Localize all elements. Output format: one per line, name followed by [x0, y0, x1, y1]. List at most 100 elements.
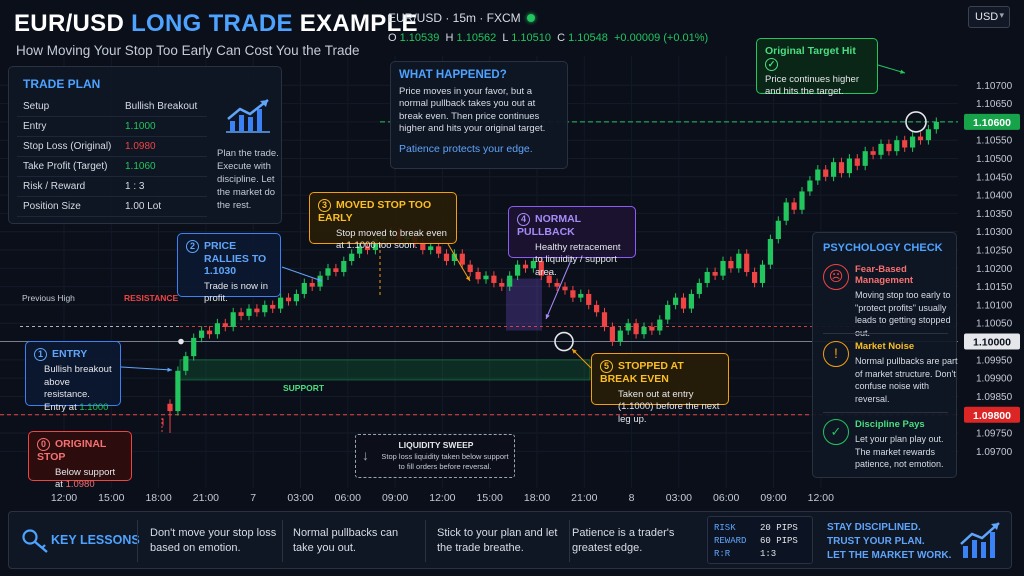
entry-arrow	[120, 366, 173, 371]
candle-body	[459, 253, 465, 265]
candle-body	[657, 319, 663, 331]
moved-stop-arrow	[447, 243, 471, 282]
candle-body	[285, 297, 292, 302]
x-tick-label: 8	[629, 492, 635, 504]
candle-body	[854, 158, 860, 166]
candle-body	[823, 169, 829, 177]
psy-fear-item: ☹ Fear-Based Management Moving stop too …	[823, 264, 959, 339]
pullback-arrow	[545, 257, 573, 320]
candle-body	[554, 282, 560, 287]
support-zone	[179, 359, 591, 381]
candle-body	[791, 202, 797, 210]
candle-body	[665, 304, 671, 320]
candle-body	[862, 151, 868, 166]
y-tick-label: 1.10500	[976, 154, 1013, 165]
candle-body	[214, 323, 220, 335]
x-tick-label: 09:00	[382, 492, 408, 504]
candle-body	[775, 220, 781, 240]
candle-body	[230, 312, 236, 327]
candle-body	[673, 297, 679, 305]
candle-body	[475, 271, 481, 280]
candle-body	[783, 202, 789, 221]
x-tick-label: 06:00	[713, 492, 739, 504]
pullback-arrow	[545, 314, 550, 319]
candle-body	[436, 246, 442, 254]
candle-body	[846, 158, 852, 174]
candle-body	[443, 253, 450, 261]
candle-body	[759, 264, 766, 283]
candle-body	[767, 239, 773, 265]
candle-body	[467, 264, 473, 272]
original-target-body: Price continues higher and hits the targ…	[765, 73, 859, 98]
candle-body	[278, 297, 284, 309]
x-tick-label: 21:00	[571, 492, 597, 504]
psy-fear-body: Moving stop too early to "protect profit…	[855, 290, 951, 338]
target-hit-marker	[905, 111, 927, 133]
trade-plan-value: 1.1060	[125, 161, 156, 172]
trade-plan-value: 1.1000	[125, 121, 156, 132]
trade-plan-value: 1 : 3	[125, 181, 145, 192]
entry-arrow	[167, 367, 172, 372]
x-tick-label: 21:00	[193, 492, 219, 504]
psy-discipline-title: Discipline Pays	[855, 419, 925, 430]
liquidity-sweep-title: LIQUIDITY SWEEP	[398, 440, 474, 450]
candle-body	[680, 297, 687, 309]
y-tick-label: 1.10550	[976, 136, 1013, 147]
stop-step-number: 0	[37, 438, 50, 451]
y-tick-label: 1.09900	[976, 374, 1013, 385]
candle-body	[704, 271, 710, 283]
stopped-arrow	[572, 349, 577, 354]
resistance-label: RESISTANCE	[124, 293, 179, 303]
trade-plan-title: TRADE PLAN	[23, 77, 101, 91]
rallies-arrow	[281, 266, 323, 282]
candle-body	[451, 253, 457, 261]
reward-value: 60 PIPS	[760, 536, 798, 546]
what-happened-box: WHAT HAPPENED? Price moves in your favor…	[390, 61, 568, 169]
candle-body	[633, 323, 639, 335]
candle-body	[712, 271, 718, 276]
price-label-bg	[964, 113, 1020, 130]
pullback-title: NORMAL PULLBACK	[517, 213, 581, 238]
trade-plan-key: Stop Loss (Original)	[23, 141, 112, 152]
x-tick-label: 12:00	[808, 492, 834, 504]
y-tick-label: 1.10650	[976, 99, 1013, 110]
candle-body	[570, 290, 576, 298]
noise-icon: !	[823, 341, 849, 367]
candle-body	[696, 282, 702, 294]
candle-body	[586, 293, 592, 305]
x-tick-label: 7	[250, 492, 256, 504]
lesson-4: Patience is a trader's greatest edge.	[572, 527, 675, 554]
lesson-3: Stick to your plan and let the trade bre…	[437, 527, 558, 554]
what-happened-footer: Patience protects your edge.	[399, 142, 533, 155]
entry-step-number: 1	[34, 348, 47, 361]
rallies-title: PRICE RALLIES TO 1.1030	[204, 240, 267, 277]
price-label-bg	[964, 333, 1020, 350]
stopped-body: Taken out at entry (1.1000) before the n…	[618, 388, 720, 425]
candle-body	[933, 121, 939, 130]
candle-body	[910, 136, 916, 148]
candle-body	[491, 275, 497, 283]
candle-body	[349, 253, 355, 261]
psy-discipline-item: ✓ Discipline Pays Let your plan play out…	[823, 419, 959, 471]
risk-key: RISK	[714, 523, 736, 533]
candle-body	[515, 264, 521, 276]
currency-select[interactable]: USD	[968, 6, 1010, 28]
candle-body	[222, 323, 228, 327]
candle-body	[831, 162, 837, 177]
trade-plan-table: Setup Bullish Breakout Entry 1.1000 Stop Los…	[17, 97, 207, 217]
y-tick-label: 1.09950	[976, 355, 1013, 366]
x-tick-label: 06:00	[335, 492, 361, 504]
pullback-zone	[506, 278, 542, 331]
candle-body	[357, 246, 363, 254]
lesson-2: Normal pullbacks can take you out.	[293, 527, 399, 554]
price-label: 1.09800	[973, 410, 1011, 422]
motto-line-2: TRUST YOUR PLAN.	[827, 536, 925, 547]
psychology-panel: PSYCHOLOGY CHECK ☹ Fear-Based Management…	[812, 232, 959, 478]
entry-price-text: Entry at	[44, 401, 80, 413]
y-tick-label: 1.10400	[976, 191, 1013, 202]
candle-body	[167, 403, 173, 412]
original-stop-body: Below support at	[55, 466, 116, 491]
trade-plan-key: Take Profit (Target)	[23, 161, 108, 172]
candle-body	[902, 140, 908, 148]
